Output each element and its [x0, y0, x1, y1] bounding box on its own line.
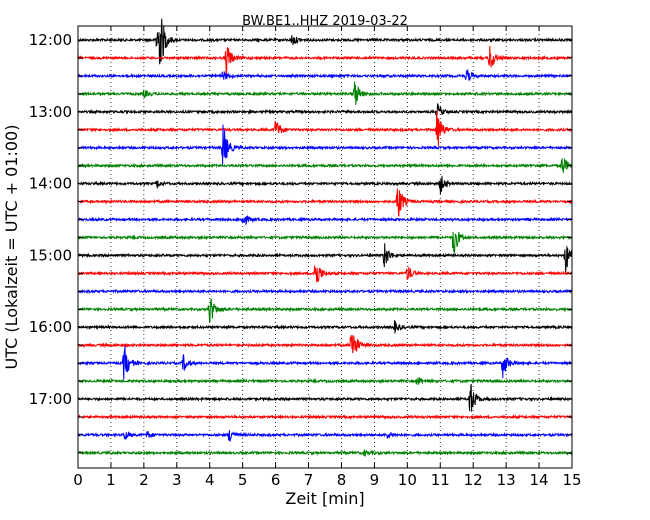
trace-1515 [77, 265, 573, 283]
grid-lines [110, 26, 540, 468]
trace-1345 [77, 157, 573, 174]
x-tick-label: 9 [370, 471, 380, 489]
trace-1215 [77, 45, 573, 76]
y-tick-label: 15:00 [29, 246, 72, 264]
trace-1430 [77, 215, 573, 226]
x-tick-label: 6 [271, 471, 281, 489]
chart-title: BW.BE1..HHZ 2019-03-22 [242, 14, 408, 29]
x-tick-label: 3 [172, 471, 182, 489]
trace-1200 [77, 18, 573, 65]
y-tick-label: 13:00 [29, 103, 72, 121]
x-axis-label: Zeit [min] [285, 489, 364, 508]
x-tick-label: 10 [398, 471, 417, 489]
x-tick-label: 5 [238, 471, 248, 489]
seismic-traces [77, 18, 573, 457]
trace-1400 [77, 175, 573, 195]
plot-frame [77, 25, 573, 469]
trace-1245 [77, 81, 573, 106]
trace-1315 [77, 110, 573, 147]
trace-1730 [77, 430, 573, 443]
x-tick-label: 0 [73, 471, 83, 489]
axis-ticks: 0 1 2 3 4 5 6 7 8 9 10 11 12 13 14 1512:0013:0014:0015:… [29, 26, 582, 489]
x-tick-label: 14 [530, 471, 549, 489]
x-tick-label: 1 [106, 471, 116, 489]
y-axis-label: UTC (Lokalzeit = UTC + 01:00) [2, 125, 21, 370]
trace-1500 [77, 243, 573, 273]
trace-1645 [77, 377, 573, 385]
y-tick-label: 14:00 [29, 175, 72, 193]
trace-1600 [77, 320, 573, 334]
trace-1615 [77, 335, 573, 354]
x-tick-label: 2 [139, 471, 149, 489]
y-tick-label: 12:00 [29, 31, 72, 49]
x-tick-label: 8 [337, 471, 347, 489]
x-tick-label: 7 [304, 471, 314, 489]
x-tick-label: 13 [497, 471, 516, 489]
trace-1415 [77, 188, 573, 217]
trace-1630 [77, 345, 573, 380]
trace-1230 [77, 69, 573, 81]
trace-1700 [77, 383, 573, 412]
trace-1715 [77, 413, 573, 420]
trace-1545 [77, 298, 573, 323]
x-tick-label: 12 [464, 471, 483, 489]
y-tick-label: 16:00 [29, 318, 72, 336]
trace-1745 [77, 449, 573, 457]
x-tick-label: 11 [431, 471, 450, 489]
trace-1530 [77, 288, 573, 295]
trace-1300 [77, 103, 573, 121]
trace-1445 [77, 231, 573, 254]
x-tick-label: 4 [205, 471, 215, 489]
x-tick-label: 15 [562, 471, 581, 489]
trace-1330 [77, 124, 573, 167]
y-tick-label: 17:00 [29, 390, 72, 408]
